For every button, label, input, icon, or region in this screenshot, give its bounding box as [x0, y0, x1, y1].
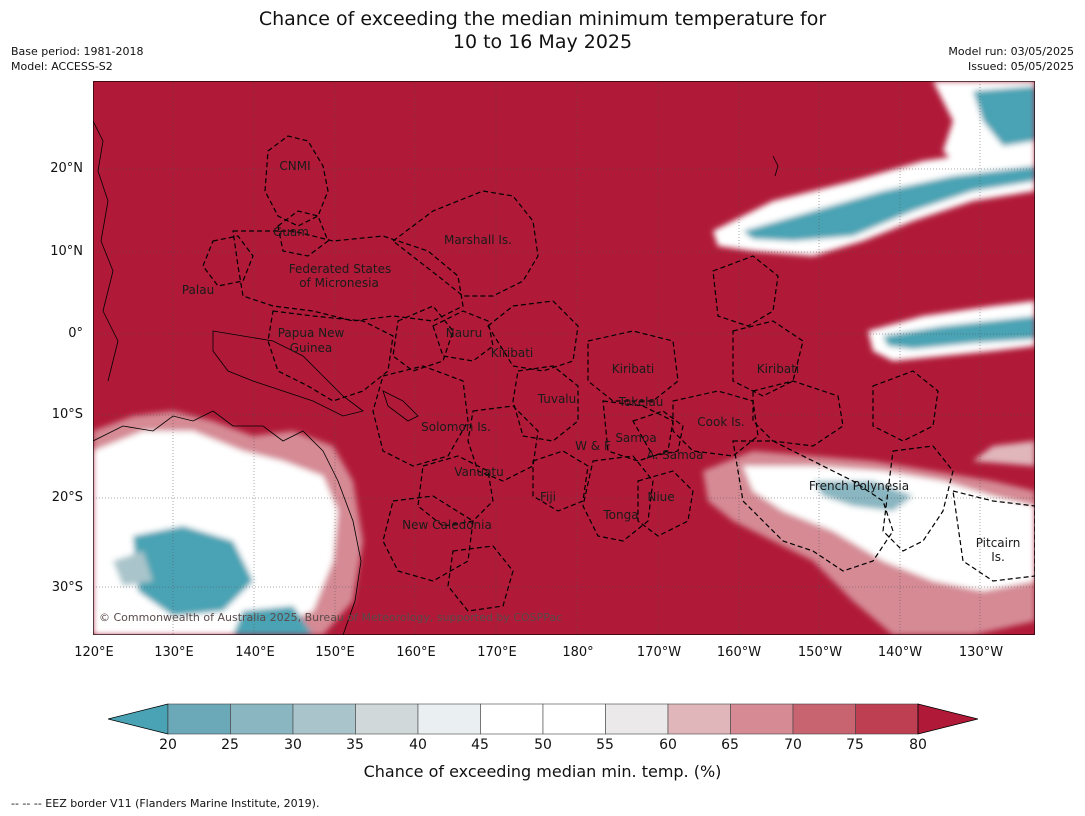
colorbar-segment [230, 703, 294, 735]
meta-right: Model run: 03/05/2025 Issued: 05/05/2025 [948, 44, 1074, 74]
base-period: Base period: 1981-2018 [11, 45, 144, 58]
lon-label-170e: 170°E [477, 645, 517, 660]
label-fiji: Fiji [540, 490, 556, 504]
label-tonga: Tonga [602, 508, 638, 522]
cb-tick-45: 45 [471, 737, 489, 753]
label-kiribati-central: Kiribati [612, 362, 654, 376]
colorbar-under-arrow [108, 703, 169, 735]
colorbar-segment [292, 703, 356, 735]
colorbar [108, 703, 978, 735]
title-line-1: Chance of exceeding the median minimum t… [258, 8, 827, 30]
eez-footnote: -- -- -- EEZ border V11 (Flanders Marine… [11, 797, 320, 810]
lon-label-140e: 140°E [235, 645, 275, 660]
lon-label-170w: 170°W [636, 645, 682, 660]
label-niue: Niue [647, 490, 674, 504]
lon-label-130e: 130°E [154, 645, 194, 660]
colorbar-over-arrow [917, 703, 978, 735]
label-pitcairn-1: Pitcairn [976, 536, 1021, 550]
lon-label-160e: 160°E [396, 645, 436, 660]
cb-tick-35: 35 [346, 737, 364, 753]
colorbar-segment [417, 703, 481, 735]
lat-label-10s: 10°S [51, 407, 83, 422]
colorbar-segment [605, 703, 669, 735]
label-fsm-1: Federated States [289, 262, 391, 276]
lon-label-140w: 140°W [877, 645, 923, 660]
colorbar-segment [855, 703, 919, 735]
lon-label-160w: 160°W [716, 645, 762, 660]
meta-left: Base period: 1981-2018 Model: ACCESS-S2 [11, 44, 143, 74]
eez-borders [202, 135, 1035, 612]
colorbar-label: Chance of exceeding median min. temp. (%… [363, 762, 722, 781]
cb-tick-25: 25 [221, 737, 239, 753]
colorbar-segment [792, 703, 856, 735]
pale-anomaly-french-polynesia [703, 441, 1035, 635]
cool-anomaly-equatorial-east [868, 301, 1035, 361]
lon-label-150w: 150°W [797, 645, 843, 660]
colorbar-segment [480, 703, 544, 735]
coastlines [93, 120, 779, 635]
label-fsm-2: of Micronesia [299, 276, 379, 290]
label-kiribati-west: Kiribati [491, 346, 533, 360]
region-labels: CNMI Guam Marshall Is. Federated States … [182, 159, 1020, 564]
cb-tick-50: 50 [534, 737, 552, 753]
label-pitcairn-2: Is. [991, 550, 1005, 564]
label-cook: Cook Is. [697, 415, 744, 429]
colorbar-segment [542, 703, 606, 735]
colorbar-segments [167, 703, 919, 735]
label-vanuatu: Vanuatu [454, 465, 504, 479]
model-name: Model: ACCESS-S2 [11, 60, 113, 73]
cb-tick-60: 60 [659, 737, 677, 753]
lat-label-20n: 20°N [50, 161, 83, 176]
model-run: Model run: 03/05/2025 [948, 45, 1074, 58]
cb-tick-20: 20 [159, 737, 177, 753]
cool-anomaly-north-east [713, 81, 1035, 256]
label-kiribati-east: Kiribati [757, 362, 799, 376]
cb-tick-75: 75 [846, 737, 864, 753]
lat-label-20s: 20°S [51, 490, 83, 505]
lon-label-180: 180° [562, 645, 594, 660]
label-png-1: Papua New [278, 326, 345, 340]
label-solomon: Solomon Is. [421, 420, 491, 434]
cb-tick-30: 30 [284, 737, 302, 753]
graticule [93, 81, 1035, 635]
cb-tick-40: 40 [409, 737, 427, 753]
map-title: Chance of exceeding the median minimum t… [0, 8, 1085, 54]
lat-label-10n: 10°N [50, 244, 83, 259]
colorbar-segment [730, 703, 794, 735]
forecast-map: CNMI Guam Marshall Is. Federated States … [93, 81, 1035, 635]
label-nauru: Nauru [446, 326, 482, 340]
cb-tick-55: 55 [596, 737, 614, 753]
label-cnmi: CNMI [279, 159, 310, 173]
label-palau: Palau [182, 283, 214, 297]
label-wf: W & F [575, 439, 611, 453]
label-samoa: Samoa [615, 431, 656, 445]
map-copyright: © Commonwealth of Australia 2025, Bureau… [99, 611, 562, 624]
lat-label-0: 0° [68, 326, 83, 341]
label-marshall: Marshall Is. [444, 233, 512, 247]
lon-label-130w: 130°W [958, 645, 1004, 660]
cb-tick-65: 65 [721, 737, 739, 753]
label-new-caledonia: New Caledonia [402, 518, 492, 532]
colorbar-segment [355, 703, 419, 735]
pale-anomaly-australia [93, 411, 363, 635]
label-french-polynesia: French Polynesia [809, 479, 909, 493]
lon-label-150e: 150°E [315, 645, 355, 660]
label-png-2: Guinea [290, 341, 333, 355]
colorbar-segment [667, 703, 731, 735]
lat-label-30s: 30°S [51, 580, 83, 595]
label-guam: Guam [273, 225, 309, 239]
lon-label-120e: 120°E [74, 645, 114, 660]
cb-tick-80: 80 [909, 737, 927, 753]
cb-tick-70: 70 [784, 737, 802, 753]
title-line-2: 10 to 16 May 2025 [452, 31, 633, 53]
label-asamoa: A. Samoa [647, 448, 704, 462]
label-tokelau: Tokelau [618, 395, 664, 409]
label-tuvalu: Tuvalu [537, 392, 577, 406]
issued-date: Issued: 05/05/2025 [967, 60, 1074, 73]
colorbar-segment [167, 703, 231, 735]
